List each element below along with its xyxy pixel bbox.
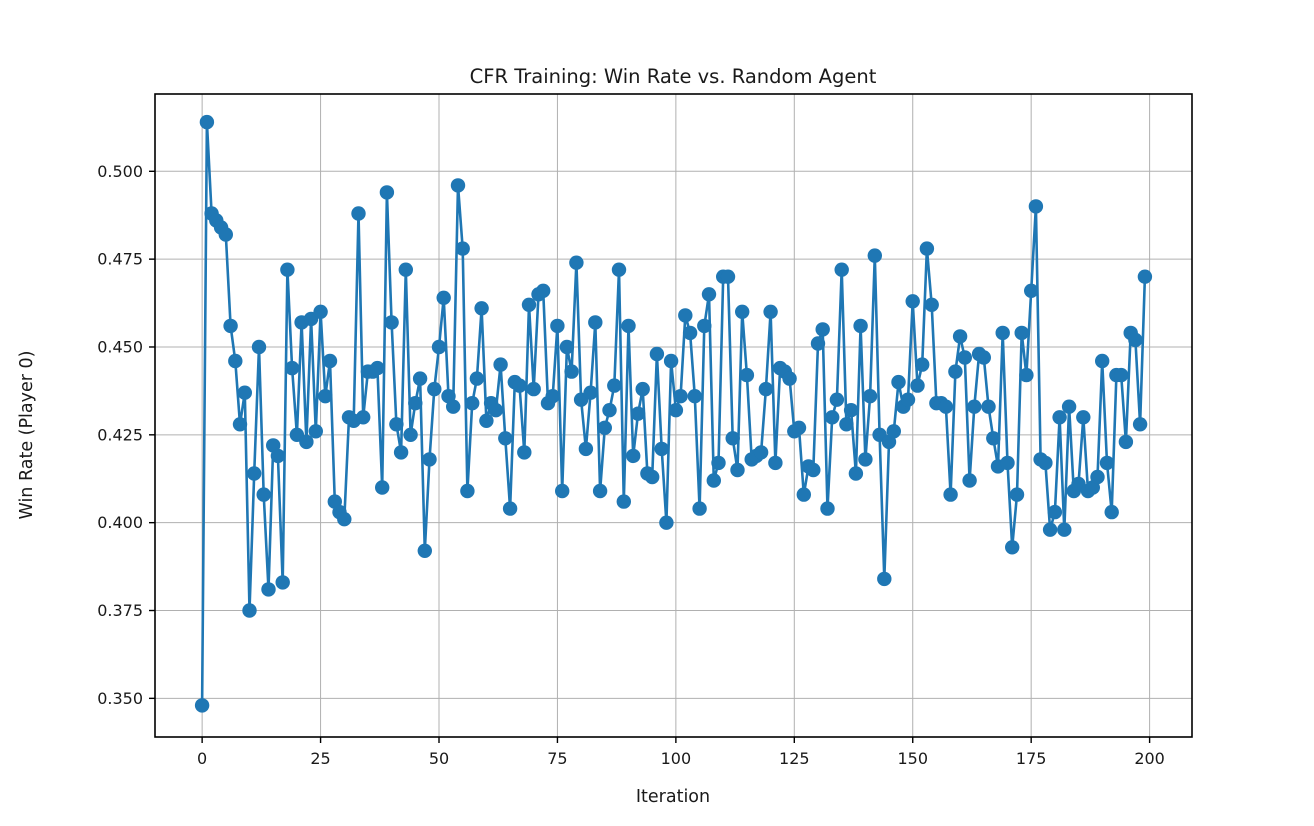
y-tick-labels: 0.350 0.375 0.400 0.425 0.450 0.475 0.500 [97,162,143,708]
y-tick-label: 0.450 [97,337,143,356]
y-axis-label: Win Rate (Player 0) [17,351,37,520]
y-tick-label: 0.500 [97,162,143,181]
y-tick-label: 0.375 [97,601,143,620]
win-rate-series [194,114,1153,713]
x-tick-label: 175 [1016,749,1047,768]
x-tick-label: 25 [310,749,330,768]
axes-spines [154,93,1193,738]
y-tick-label: 0.400 [97,513,143,532]
x-tick-label: 125 [779,749,810,768]
y-tick-label: 0.350 [97,689,143,708]
x-tick-labels: 0 25 50 75 100 125 150 175 200 [197,749,1165,768]
y-tick-label: 0.475 [97,250,143,269]
chart-title: CFR Training: Win Rate vs. Random Agent [470,65,877,88]
x-tick-label: 150 [897,749,928,768]
tick-marks [149,170,1151,743]
x-tick-label: 50 [429,749,449,768]
y-tick-label: 0.425 [97,425,143,444]
x-tick-label: 100 [661,749,692,768]
x-tick-label: 75 [547,749,567,768]
x-tick-label: 200 [1134,749,1165,768]
x-axis-label: Iteration [636,787,710,807]
x-tick-label: 0 [197,749,207,768]
